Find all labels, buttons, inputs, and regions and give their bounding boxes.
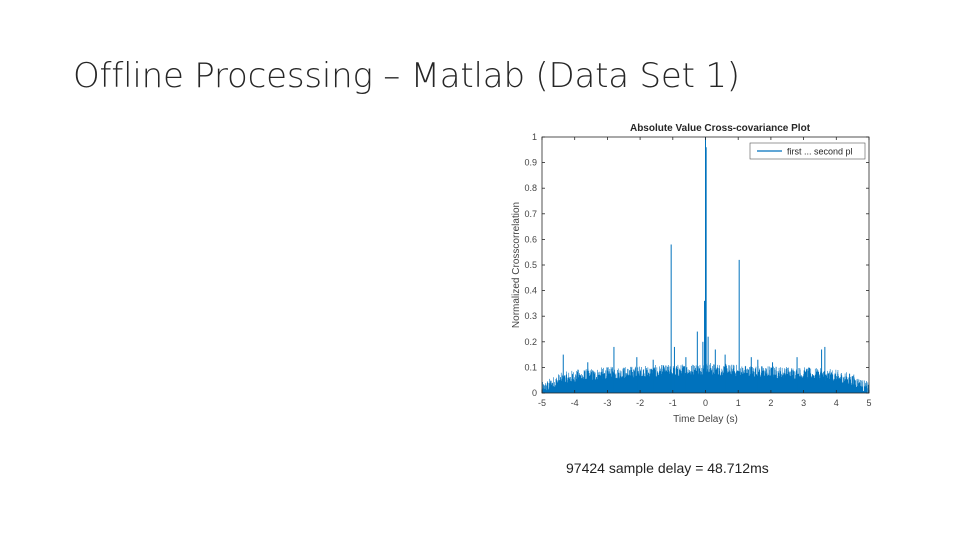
y-tick-label: 0.8 <box>524 183 537 193</box>
x-tick-label: -2 <box>636 398 644 408</box>
y-tick-label: 0.3 <box>524 311 537 321</box>
x-tick-label: 5 <box>866 398 871 408</box>
x-tick-label: -4 <box>571 398 579 408</box>
x-tick-label: -5 <box>538 398 546 408</box>
cross-covariance-chart: Absolute Value Cross-covariance Plot -5-… <box>500 115 890 435</box>
ticks-group: -5 -4 -3 -2 -1 0 1 2 3 4 5 0 0.1 0.2 0.3 0.4 0.5 0.6 0.7 0.… <box>524 132 871 408</box>
y-tick-label: 0.2 <box>524 337 537 347</box>
x-tick-label: 3 <box>801 398 806 408</box>
series-group <box>541 137 870 393</box>
y-tick-label: 0.4 <box>524 286 537 296</box>
y-tick-label: 0.6 <box>524 234 537 244</box>
legend: first ... second pl <box>749 142 866 160</box>
x-tick-label: 2 <box>768 398 773 408</box>
x-tick-label: -3 <box>603 398 611 408</box>
x-tick-label: 1 <box>736 398 741 408</box>
x-tick-label: 4 <box>834 398 839 408</box>
y-tick-label: 1 <box>532 132 537 142</box>
chart-title: Absolute Value Cross-covariance Plot <box>630 123 811 134</box>
x-axis-label: Time Delay (s) <box>673 414 738 425</box>
y-tick-label: 0.9 <box>524 158 537 168</box>
x-tick-label: -1 <box>669 398 677 408</box>
x-tick-label: 0 <box>703 398 708 408</box>
y-tick-label: 0.5 <box>524 260 537 270</box>
slide-title: Offline Processing – Matlab (Data Set 1) <box>73 56 740 96</box>
legend-box <box>749 142 866 160</box>
y-axis-label: Normalized Crosscorrelation <box>511 202 522 328</box>
chart-svg: Absolute Value Cross-covariance Plot -5-… <box>511 123 872 425</box>
legend-entry: first ... second pl <box>787 147 853 157</box>
y-tick-label: 0 <box>532 388 537 398</box>
delay-caption: 97424 sample delay = 48.712ms <box>566 460 769 476</box>
y-tick-label: 0.7 <box>524 209 537 219</box>
y-tick-label: 0.1 <box>524 362 537 372</box>
